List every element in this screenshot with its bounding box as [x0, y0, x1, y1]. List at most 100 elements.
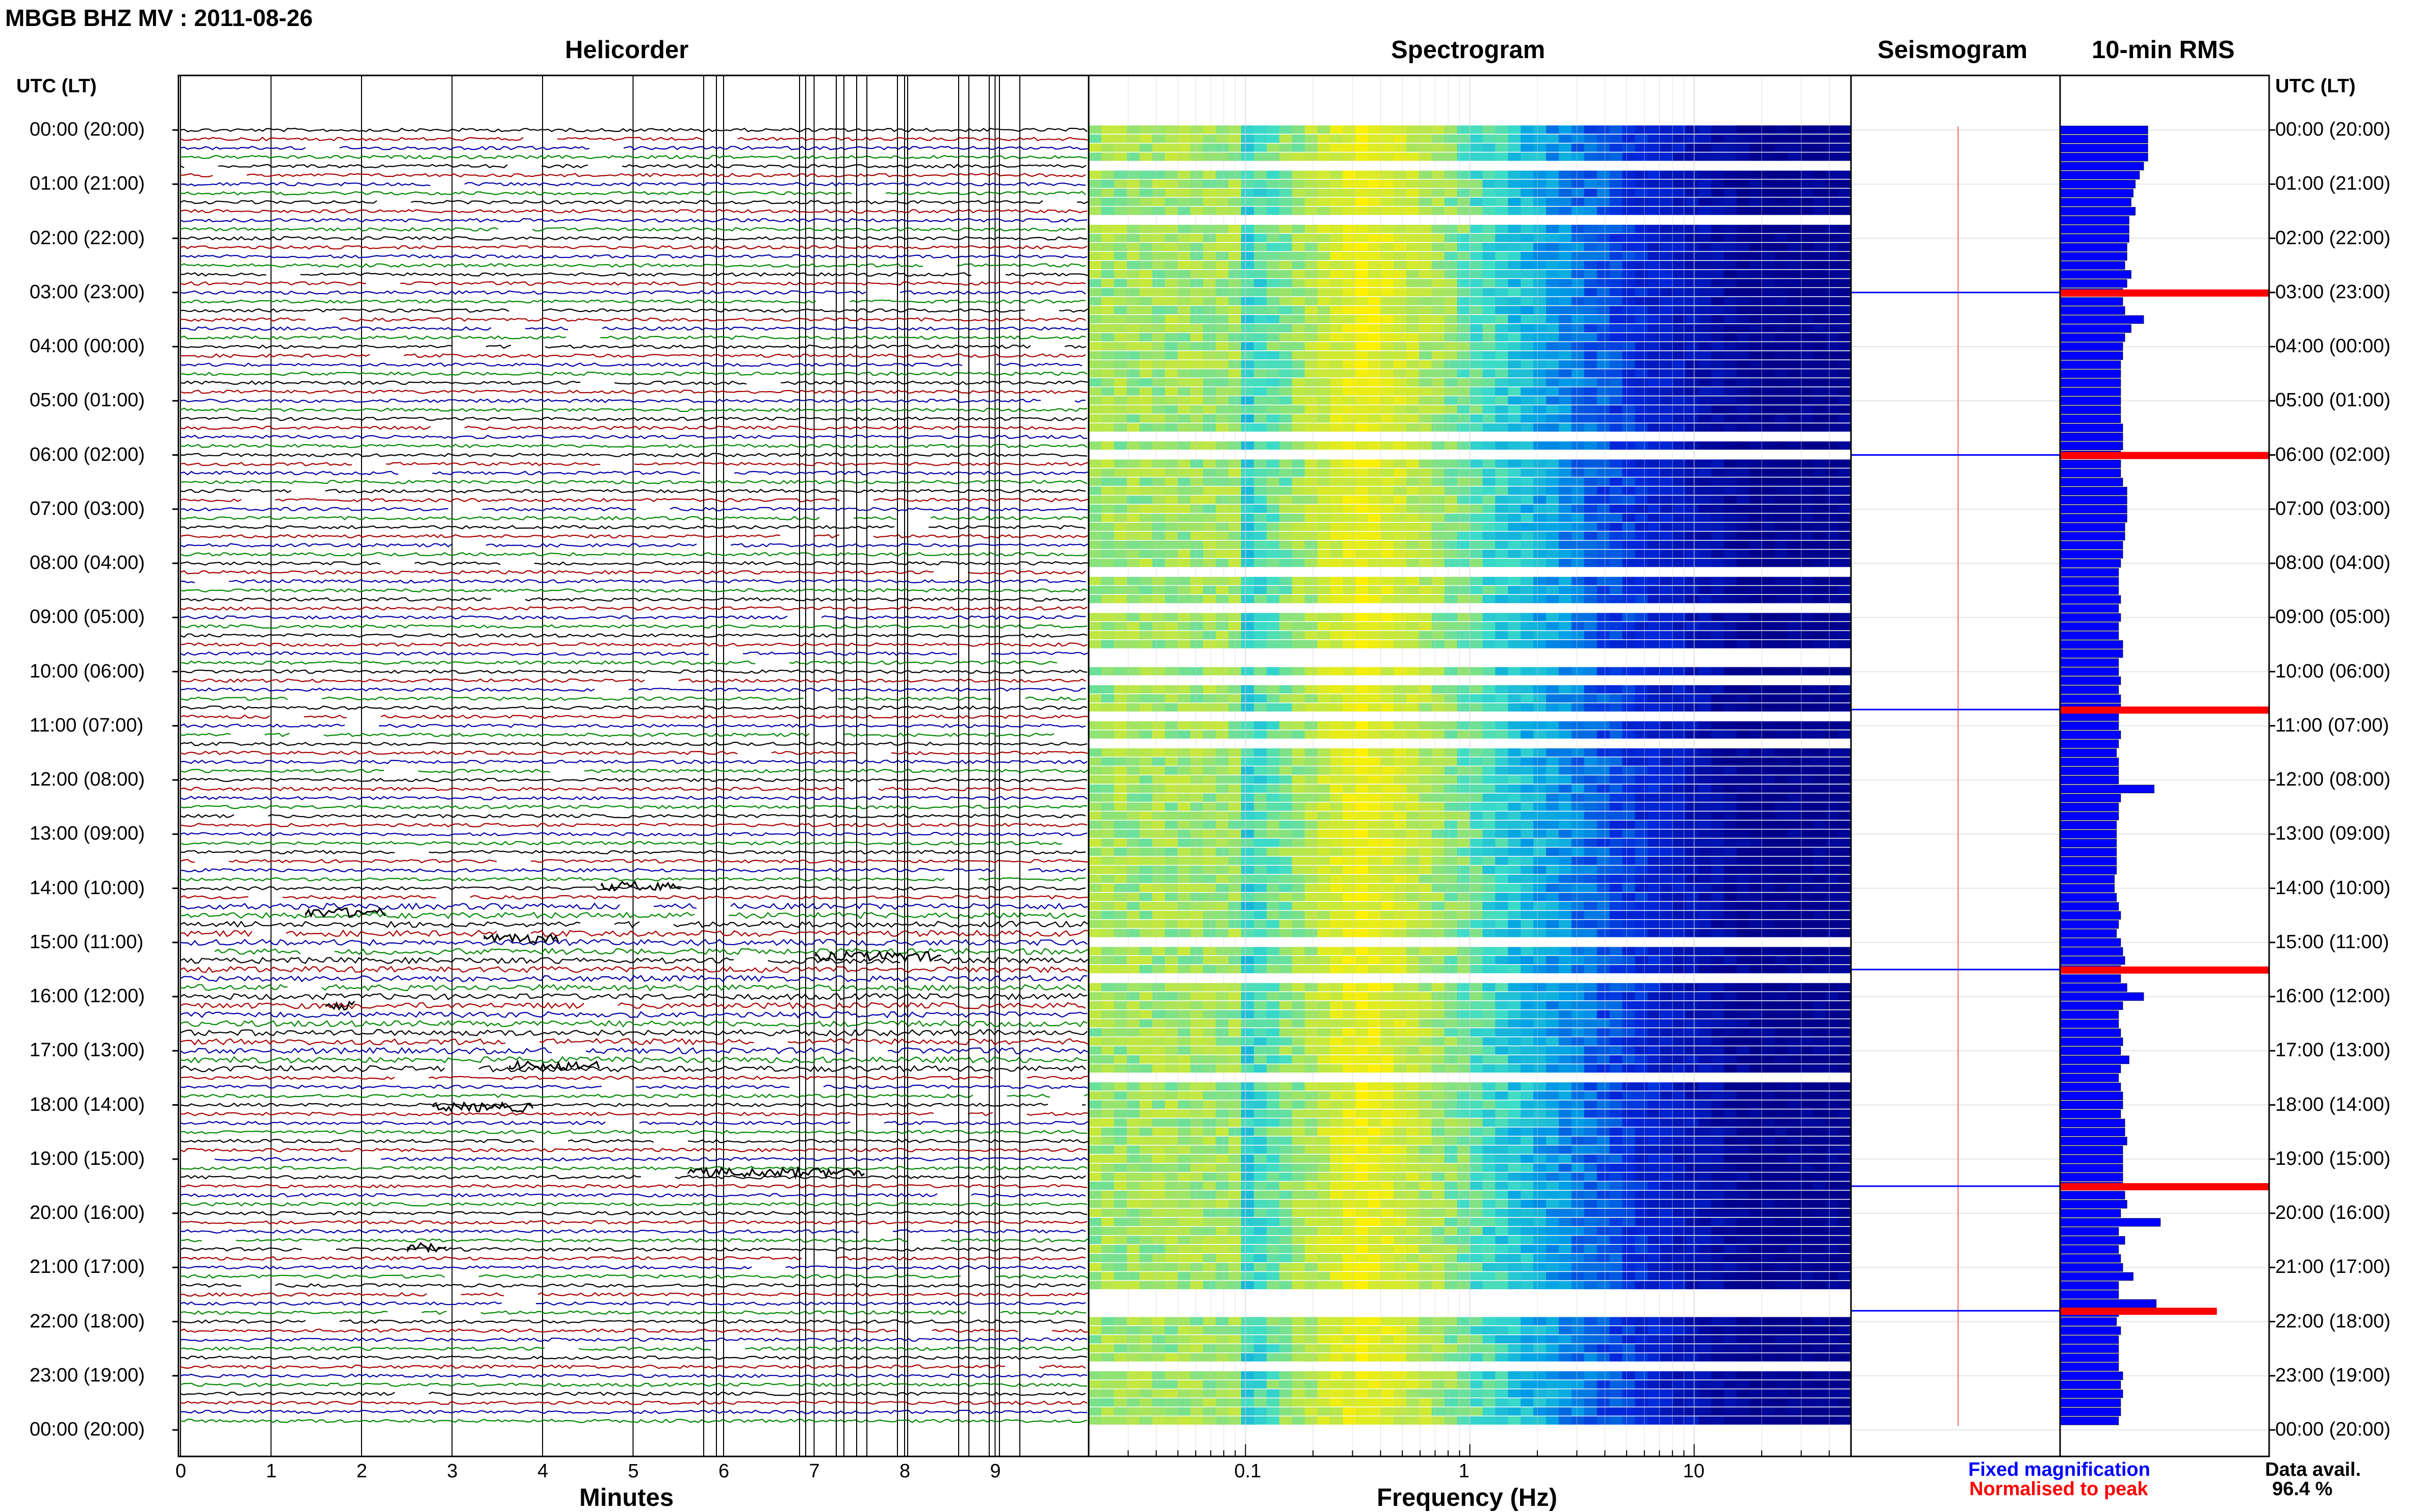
- spectrogram-cell: [1241, 225, 1254, 233]
- spectrogram-cell: [1241, 694, 1254, 702]
- spectrogram-cell: [1343, 731, 1356, 739]
- spectrogram-cell: [1495, 667, 1508, 675]
- spectrogram-cell: [1254, 748, 1267, 757]
- spectrogram-cell: [1775, 478, 1788, 486]
- spectrogram-cell: [1787, 514, 1801, 522]
- spectrogram-cell: [1089, 667, 1102, 675]
- spectrogram-cell: [1813, 324, 1826, 332]
- spectrogram-cell: [1838, 640, 1852, 648]
- spectrogram-cell: [1724, 189, 1737, 197]
- spectrogram-cell: [1699, 829, 1712, 838]
- spectrogram-cell: [1177, 775, 1191, 784]
- spectrogram-cell: [1457, 703, 1471, 712]
- spectrogram-cell: [1775, 541, 1788, 549]
- spectrogram-cell: [1381, 523, 1394, 531]
- spectrogram-cell: [1381, 360, 1394, 369]
- spectrogram-cell: [1610, 514, 1623, 522]
- spectrogram-cell: [1152, 171, 1166, 179]
- spectrogram-cell: [1203, 893, 1216, 901]
- spectrogram-cell: [1394, 324, 1407, 332]
- spectrogram-cell: [1457, 179, 1471, 188]
- spectrogram-cell: [1724, 270, 1737, 278]
- spectrogram-cell: [1597, 487, 1610, 495]
- spectrogram-cell: [1267, 125, 1280, 134]
- spectrogram-cell: [1114, 622, 1127, 630]
- spectrogram-cell: [1572, 261, 1585, 269]
- spectrogram-cell: [1406, 829, 1420, 838]
- spectrogram-cell: [1101, 748, 1115, 757]
- spectrogram-cell: [1330, 532, 1343, 540]
- spectrogram-cell: [1190, 802, 1203, 811]
- spectrogram-cell: [1775, 911, 1788, 919]
- spectrogram-cell: [1203, 631, 1216, 639]
- spectrogram-cell: [1228, 225, 1242, 233]
- spectrogram-cell: [1482, 586, 1496, 594]
- helicorder-trace: [215, 1158, 1088, 1161]
- spectrogram-cell: [1660, 848, 1674, 856]
- spectrogram-cell: [1825, 766, 1839, 774]
- spectrogram-cell: [1228, 613, 1242, 621]
- spectrogram-cell: [1533, 207, 1547, 215]
- spectrogram-cell: [1241, 893, 1254, 901]
- spectrogram-cell: [1368, 324, 1381, 332]
- spectrogram-cell: [1177, 297, 1191, 305]
- spectrogram-cell: [1089, 829, 1102, 838]
- spectrogram-cell: [1508, 550, 1521, 558]
- spectrogram-cell: [1140, 496, 1153, 504]
- spectrogram-cell: [1241, 306, 1254, 314]
- spectrogram-cell: [1533, 405, 1547, 413]
- spectrogram-cell: [1318, 802, 1331, 811]
- spectrogram-cell: [1825, 703, 1839, 712]
- spectrogram-cell: [1686, 721, 1699, 729]
- spectrogram-cell: [1546, 288, 1559, 296]
- spectrogram-cell: [1419, 902, 1432, 910]
- spectrogram-cell: [1228, 821, 1242, 829]
- spectrogram-cell: [1305, 758, 1318, 766]
- spectrogram-cell: [1203, 622, 1216, 630]
- spectrogram-cell: [1825, 351, 1839, 359]
- spectrogram-cell: [1495, 144, 1508, 152]
- spectrogram-cell: [1101, 243, 1115, 251]
- spectrogram-cell: [1457, 369, 1471, 377]
- spectrogram-cell: [1800, 595, 1813, 603]
- spectrogram-cell: [1343, 378, 1356, 386]
- spectrogram-cell: [1203, 297, 1216, 305]
- spectrogram-cell: [1406, 478, 1420, 486]
- spectrogram-cell: [1101, 424, 1115, 432]
- spectrogram-cell: [1660, 694, 1674, 702]
- spectrogram-cell: [1267, 721, 1280, 729]
- spectrogram-cell: [1140, 342, 1153, 350]
- helicorder-trace: [181, 1203, 1087, 1206]
- spectrogram-cell: [1114, 947, 1127, 955]
- helicorder-trace: [181, 1076, 1088, 1079]
- spectrogram-cell: [1241, 369, 1254, 377]
- spectrogram-cell: [1279, 387, 1293, 396]
- spectrogram-cell: [1648, 920, 1661, 928]
- spectrogram-cell: [1648, 360, 1661, 369]
- spectrogram-cell: [1597, 577, 1610, 585]
- spectrogram-cell: [1127, 848, 1140, 856]
- helicorder-trace: [181, 1030, 1087, 1036]
- spectrogram-cell: [1445, 297, 1458, 305]
- spectrogram-cell: [1495, 929, 1508, 937]
- spectrogram-cell: [1089, 875, 1102, 883]
- spectrogram-cell: [1241, 288, 1254, 296]
- spectrogram-cell: [1190, 468, 1203, 477]
- spectrogram-cell: [1419, 252, 1432, 260]
- spectrogram-cell: [1279, 478, 1293, 486]
- spectrogram-cell: [1775, 902, 1788, 910]
- spectrogram-cell: [1584, 378, 1598, 386]
- spectrogram-cell: [1699, 550, 1712, 558]
- spectrogram-cell: [1203, 387, 1216, 396]
- spectrogram-cell: [1343, 559, 1356, 567]
- spectrogram-cell: [1572, 559, 1585, 567]
- spectrogram-cell: [1228, 351, 1242, 359]
- spectrogram-cell: [1623, 685, 1636, 693]
- spectrogram-cell: [1762, 487, 1776, 495]
- spectrogram-cell: [1724, 468, 1737, 477]
- spectrogram-cell: [1318, 261, 1331, 269]
- spectrogram-cell: [1648, 441, 1661, 450]
- spectrogram-cell: [1762, 532, 1776, 540]
- spectrogram-cell: [1635, 288, 1648, 296]
- spectrogram-cell: [1750, 748, 1763, 757]
